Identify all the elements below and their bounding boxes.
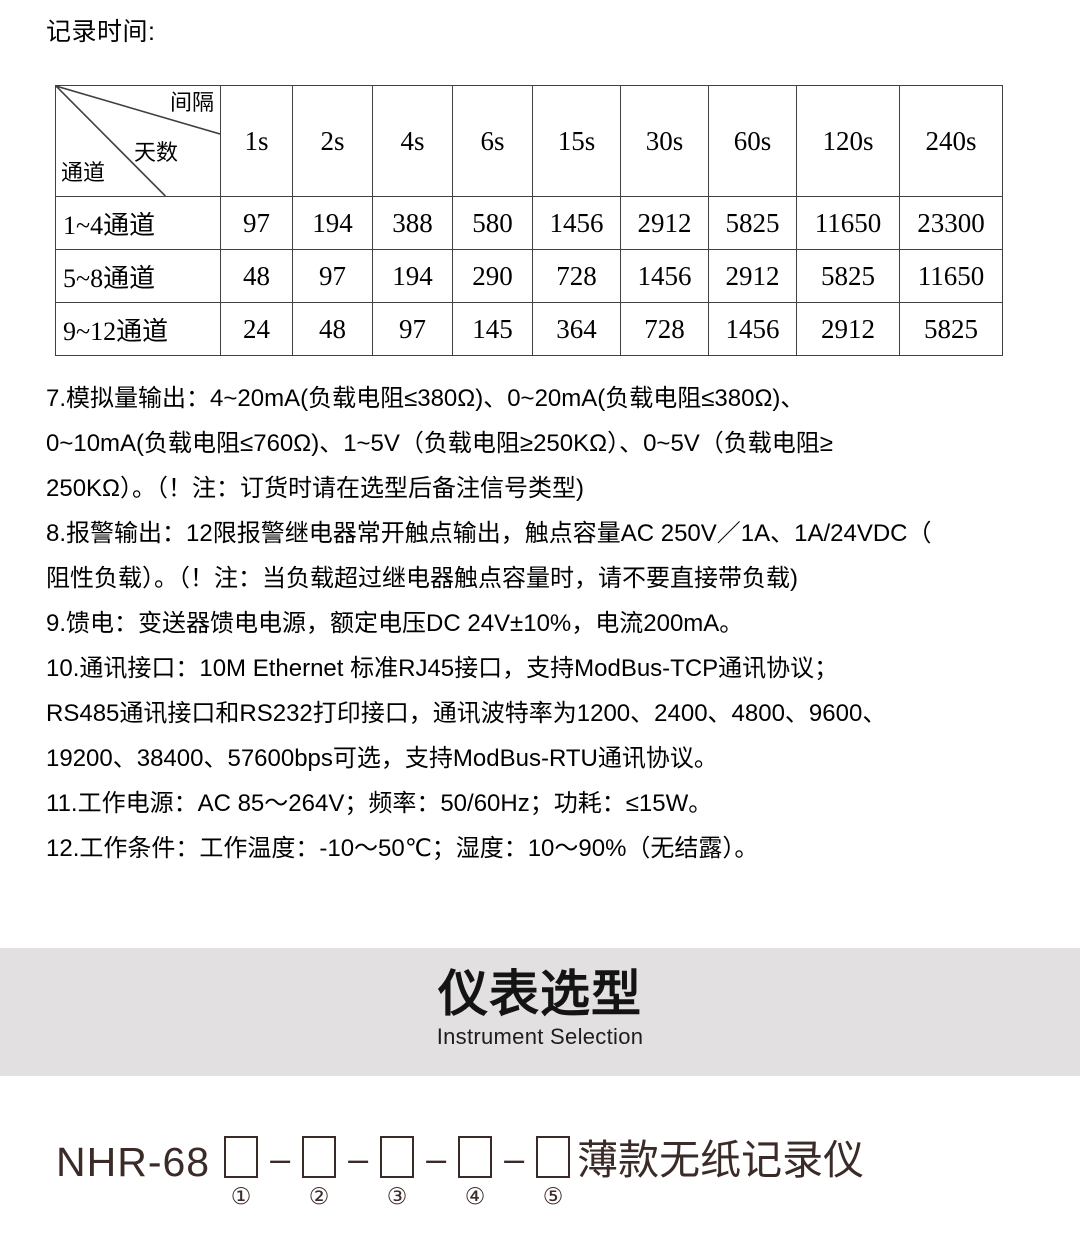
model-slot-1[interactable]: ① bbox=[219, 1136, 263, 1208]
model-slot-marker-2: ② bbox=[308, 1183, 330, 1209]
table-corner-cell: 间隔 天数 通道 bbox=[55, 85, 221, 197]
table-cell: 1456 bbox=[708, 302, 797, 356]
row-header-channels-5-8: 5~8通道 bbox=[55, 249, 221, 303]
section-banner-title: 仪表选型 bbox=[438, 966, 642, 1022]
column-header-60s: 60s bbox=[708, 85, 797, 197]
spec-line: 阻性负载）。（！注：当负载超过继电器触点容量时，请不要直接带负载) bbox=[46, 565, 798, 592]
table-cell: 2912 bbox=[620, 196, 709, 250]
model-slot-box-2[interactable] bbox=[302, 1136, 337, 1178]
table-cell: 48 bbox=[220, 249, 293, 303]
table-cell: 5825 bbox=[796, 249, 900, 303]
table-cell: 728 bbox=[532, 249, 621, 303]
model-separator-1: – bbox=[270, 1138, 291, 1179]
spec-line: 12.工作条件：工作温度：-10～50℃；湿度：10～90%（无结露）。 bbox=[46, 835, 759, 862]
column-header-6s: 6s bbox=[452, 85, 533, 197]
table-row: 5~8通道 48 97 194 290 728 1456 2912 5825 1… bbox=[55, 249, 1003, 303]
model-slot-3[interactable]: ③ bbox=[375, 1136, 419, 1208]
table-cell: 728 bbox=[620, 302, 709, 356]
spec-line: 19200、38400、57600bps可选，支持ModBus-RTU通讯协议。 bbox=[46, 745, 718, 772]
table-header-row: 间隔 天数 通道 1s 2s 4s 6s 15s 30s 60s 120s 24… bbox=[55, 85, 1003, 197]
row-header-channels-9-12: 9~12通道 bbox=[55, 302, 221, 356]
corner-label-days: 天数 bbox=[134, 140, 179, 165]
table-row: 9~12通道 24 48 97 145 364 728 1456 2912 58… bbox=[55, 302, 1003, 356]
model-slot-marker-5: ⑤ bbox=[542, 1183, 564, 1209]
model-code-suffix: 薄款无纸记录仪 bbox=[577, 1137, 865, 1183]
table-cell: 364 bbox=[532, 302, 621, 356]
table-cell: 97 bbox=[292, 249, 373, 303]
column-header-30s: 30s bbox=[620, 85, 709, 197]
spec-line: RS485通讯接口和RS232打印接口，通讯波特率为1200、2400、4800… bbox=[46, 700, 887, 727]
spec-line: 8.报警输出：12限报警继电器常开触点输出，触点容量AC 250V／1A、1A/… bbox=[46, 520, 932, 547]
spec-line: 0~10mA(负载电阻≤760Ω)、1~5V（负载电阻≥250KΩ）、0~5V（… bbox=[46, 430, 833, 457]
record-time-table-wrapper: 间隔 天数 通道 1s 2s 4s 6s 15s 30s 60s 120s 24… bbox=[55, 85, 1003, 356]
model-slot-2[interactable]: ② bbox=[297, 1136, 341, 1208]
table-cell: 97 bbox=[220, 196, 293, 250]
record-time-heading: 记录时间: bbox=[46, 18, 156, 46]
table-cell: 24 bbox=[220, 302, 293, 356]
table-cell: 11650 bbox=[796, 196, 900, 250]
model-slot-marker-3: ③ bbox=[386, 1183, 408, 1209]
model-code-slots: ① – ② – ③ – ④ – ⑤ bbox=[219, 1136, 575, 1208]
table-cell: 194 bbox=[372, 249, 453, 303]
table-cell: 2912 bbox=[708, 249, 797, 303]
corner-label-channel: 通道 bbox=[61, 160, 106, 185]
model-code-prefix: NHR-68 bbox=[56, 1139, 211, 1185]
corner-label-interval: 间隔 bbox=[169, 90, 214, 115]
column-header-1s: 1s bbox=[220, 85, 293, 197]
model-slot-box-1[interactable] bbox=[224, 1136, 259, 1178]
table-cell: 5825 bbox=[899, 302, 1003, 356]
corner-diagonal-lines-icon bbox=[56, 86, 220, 196]
table-cell: 5825 bbox=[708, 196, 797, 250]
specifications-list: 7.模拟量输出：4~20mA(负载电阻≤380Ω)、0~20mA(负载电阻≤38… bbox=[46, 376, 1016, 871]
table-cell: 2912 bbox=[796, 302, 900, 356]
table-cell: 580 bbox=[452, 196, 533, 250]
table-cell: 194 bbox=[292, 196, 373, 250]
model-code-diagram: NHR-68 ① – ② – ③ – ④ – ⑤ 薄款无纸记录仪 bbox=[56, 1136, 864, 1208]
spec-line: 9.馈电：变送器馈电电源，额定电压DC 24V±10%，电流200mA。 bbox=[46, 610, 744, 637]
column-header-2s: 2s bbox=[292, 85, 373, 197]
model-slot-5[interactable]: ⑤ bbox=[531, 1136, 575, 1208]
spec-line: 250KΩ）。（！注：订货时请在选型后备注信号类型) bbox=[46, 475, 584, 502]
section-banner-subtitle: Instrument Selection bbox=[436, 1024, 644, 1049]
table-cell: 11650 bbox=[899, 249, 1003, 303]
table-cell: 145 bbox=[452, 302, 533, 356]
table-cell: 290 bbox=[452, 249, 533, 303]
section-banner: 仪表选型 Instrument Selection bbox=[0, 948, 1080, 1076]
column-header-15s: 15s bbox=[532, 85, 621, 197]
table-cell: 1456 bbox=[532, 196, 621, 250]
model-slot-box-5[interactable] bbox=[536, 1136, 571, 1178]
column-header-240s: 240s bbox=[899, 85, 1003, 197]
table-cell: 23300 bbox=[899, 196, 1003, 250]
table-cell: 1456 bbox=[620, 249, 709, 303]
row-header-channels-1-4: 1~4通道 bbox=[55, 196, 221, 250]
model-slot-4[interactable]: ④ bbox=[453, 1136, 497, 1208]
model-slot-box-3[interactable] bbox=[380, 1136, 415, 1178]
column-header-120s: 120s bbox=[796, 85, 900, 197]
model-separator-2: – bbox=[348, 1138, 369, 1179]
record-time-table: 间隔 天数 通道 1s 2s 4s 6s 15s 30s 60s 120s 24… bbox=[55, 85, 1003, 356]
model-slot-box-4[interactable] bbox=[458, 1136, 493, 1178]
model-separator-4: – bbox=[504, 1138, 525, 1179]
table-cell: 48 bbox=[292, 302, 373, 356]
spec-line: 11.工作电源：AC 85～264V；频率：50/60Hz；功耗：≤15W。 bbox=[46, 790, 713, 817]
table-row: 1~4通道 97 194 388 580 1456 2912 5825 1165… bbox=[55, 196, 1003, 250]
table-cell: 388 bbox=[372, 196, 453, 250]
section-banner-content: 仪表选型 Instrument Selection bbox=[0, 948, 1080, 1050]
model-slot-marker-4: ④ bbox=[464, 1183, 486, 1209]
column-header-4s: 4s bbox=[372, 85, 453, 197]
spec-line: 7.模拟量输出：4~20mA(负载电阻≤380Ω)、0~20mA(负载电阻≤38… bbox=[46, 385, 805, 412]
spec-line: 10.通讯接口：10M Ethernet 标准RJ45接口，支持ModBus-T… bbox=[46, 655, 839, 682]
table-cell: 97 bbox=[372, 302, 453, 356]
model-slot-marker-1: ① bbox=[230, 1183, 252, 1209]
model-separator-3: – bbox=[426, 1138, 447, 1179]
